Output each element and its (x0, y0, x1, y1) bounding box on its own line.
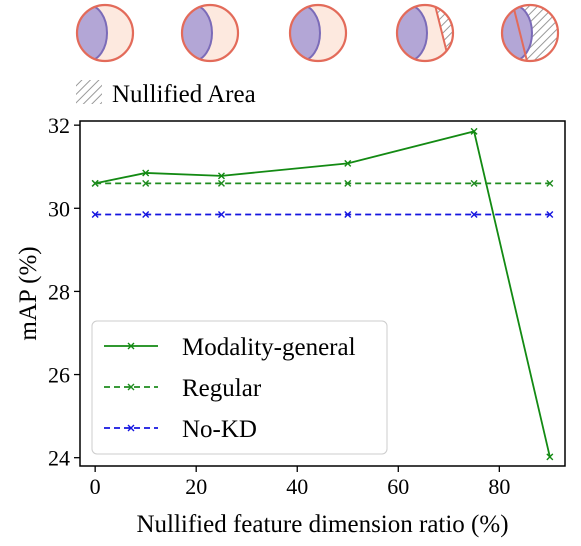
chart-legend: Modality-general Regular No-KD (91, 320, 388, 455)
data-point-no-kd (142, 211, 150, 219)
y-tick-label: 28 (48, 279, 70, 304)
series-line-modality-general (94, 130, 551, 458)
nullified-circle-icon-25 (288, 3, 348, 63)
legend-entry-regular: Regular (104, 375, 262, 402)
x-axis-label: Nullified feature dimension ratio (%) (136, 511, 508, 538)
data-point-no-kd (91, 211, 99, 219)
data-point-modality-general (142, 169, 150, 177)
x-tick-label: 80 (488, 474, 510, 499)
hatch-swatch-icon (76, 80, 102, 104)
data-point-regular (217, 179, 225, 187)
data-point-no-kd (546, 211, 554, 219)
series-no-kd (91, 211, 554, 219)
data-point-modality-general (217, 172, 225, 180)
legend-label-modality-general: Modality-general (182, 334, 356, 361)
legend-entry-no-kd: No-KD (104, 416, 257, 443)
nullified-area-label: Nullified Area (112, 81, 256, 108)
series-lines (91, 127, 554, 461)
data-point-regular (470, 179, 478, 187)
line-chart: 0 20 40 60 80 24 26 28 30 32 Nullified feature d… (15, 113, 566, 538)
y-tick-label: 32 (48, 113, 70, 138)
data-point-no-kd (344, 211, 352, 219)
data-point-no-kd (217, 211, 225, 219)
x-axis-ticks: 0 20 40 60 80 (90, 466, 510, 499)
nullified-circle-icon-0 (75, 3, 135, 63)
data-point-regular (546, 179, 554, 187)
legend-marker-regular (127, 383, 135, 391)
nullified-circle-icon-75 (500, 3, 560, 63)
y-tick-label: 26 (48, 363, 70, 388)
legend-box (91, 320, 388, 455)
series-regular (91, 179, 554, 187)
x-tick-label: 0 (90, 474, 101, 499)
y-axis-label: mAP (%) (15, 246, 42, 340)
data-point-modality-general (344, 159, 352, 167)
data-point-modality-general (546, 453, 554, 461)
y-axis-ticks: 24 26 28 30 32 (48, 113, 80, 471)
plot-frame (79, 120, 566, 467)
x-tick-label: 60 (387, 474, 409, 499)
y-tick-label: 24 (48, 446, 70, 471)
data-point-modality-general (470, 127, 478, 135)
nullified-circle-icon-50 (395, 3, 455, 63)
nullified-circle-icon-10 (180, 3, 240, 63)
data-point-regular (344, 179, 352, 187)
legend-marker-no-kd (127, 424, 135, 432)
data-point-regular (91, 179, 99, 187)
legend-marker-modality-general (127, 342, 135, 350)
legend-label-regular: Regular (182, 375, 262, 402)
data-point-regular (142, 179, 150, 187)
nullified-area-legend: Nullified Area (76, 80, 256, 108)
legend-entry-modality-general: Modality-general (104, 334, 356, 361)
data-point-no-kd (470, 211, 478, 219)
x-tick-label: 20 (185, 474, 207, 499)
nullified-area-icons (75, 3, 560, 63)
y-tick-label: 30 (48, 196, 70, 221)
x-tick-label: 40 (286, 474, 308, 499)
legend-label-no-kd: No-KD (182, 416, 257, 443)
